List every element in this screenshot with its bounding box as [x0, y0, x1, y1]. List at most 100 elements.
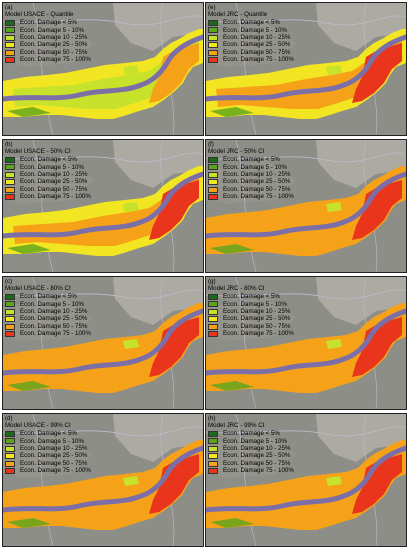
- legend-swatch: [5, 42, 15, 49]
- legend-item: Econ. Damage 75 - 100%: [5, 56, 91, 63]
- flood-zone-core: [149, 43, 199, 103]
- legend-swatch: [5, 438, 15, 445]
- map-panel: (h) Model JRC - 99% CI Econ. Damage < 5% Ec…: [205, 413, 407, 547]
- legend-item: Econ. Damage < 5%: [208, 156, 294, 163]
- legend-swatch: [5, 34, 15, 41]
- legend-item: Econ. Damage 75 - 100%: [5, 330, 91, 337]
- panel-title: Model JRC - 80% CI: [208, 285, 265, 293]
- legend-swatch: [5, 27, 15, 34]
- legend-item: Econ. Damage 25 - 50%: [5, 178, 91, 185]
- legend-label: Econ. Damage 75 - 100%: [223, 467, 294, 475]
- flood-damage-map: [206, 3, 406, 135]
- legend-item: Econ. Damage < 5%: [5, 156, 91, 163]
- legend-item: Econ. Damage 50 - 75%: [208, 460, 294, 467]
- flood-zone-patch: [326, 476, 342, 486]
- legend-label: Econ. Damage 25 - 50%: [223, 315, 291, 323]
- legend-item: Econ. Damage 25 - 50%: [208, 452, 294, 459]
- legend-swatch: [5, 308, 15, 315]
- legend-label: Econ. Damage 5 - 10%: [20, 437, 84, 445]
- legend: (f) Model JRC - 50% CI Econ. Damage < 5% Ec…: [208, 141, 294, 201]
- legend-swatch: [5, 157, 15, 163]
- legend-label: Econ. Damage 50 - 75%: [20, 185, 88, 193]
- terrain-patch: [206, 434, 296, 478]
- road: [32, 3, 54, 135]
- legend-item: Econ. Damage 25 - 50%: [5, 41, 91, 48]
- legend-item: Econ. Damage 10 - 25%: [208, 445, 294, 452]
- legend-item: Econ. Damage 5 - 10%: [208, 164, 294, 171]
- legend-item: Econ. Damage 25 - 50%: [208, 315, 294, 322]
- urban-area: [113, 277, 203, 325]
- legend-label: Econ. Damage 5 - 10%: [20, 300, 84, 308]
- legend-item: Econ. Damage 75 - 100%: [208, 56, 294, 63]
- legend-label: Econ. Damage 75 - 100%: [20, 330, 91, 338]
- road: [235, 277, 257, 409]
- urban-area: [113, 414, 203, 462]
- terrain-patch: [3, 23, 93, 67]
- legend-label: Econ. Damage < 5%: [223, 156, 280, 164]
- legend-item: Econ. Damage 50 - 75%: [5, 323, 91, 330]
- flood-damage-map: [3, 277, 203, 409]
- panel-title: Model USACE - 50% CI: [5, 148, 71, 156]
- legend-label: Econ. Damage 50 - 75%: [223, 322, 291, 330]
- legend-item: Econ. Damage 10 - 25%: [208, 308, 294, 315]
- river: [3, 34, 203, 102]
- flood-damage-map: [206, 414, 406, 546]
- legend-item: Econ. Damage 50 - 75%: [5, 460, 91, 467]
- legend-swatch: [5, 56, 15, 63]
- legend-swatch: [208, 308, 218, 315]
- map-panel: (f) Model JRC - 50% CI Econ. Damage < 5% Ec…: [205, 139, 407, 273]
- map-panel: (g) Model JRC - 80% CI Econ. Damage < 5% Ec…: [205, 276, 407, 410]
- legend: (a) Model USACE - Quantile Econ. Damage < …: [5, 4, 91, 64]
- panel-title: Model JRC - 50% CI: [208, 148, 265, 156]
- panel-label: (h): [208, 415, 216, 422]
- terrain-patch: [3, 434, 93, 478]
- legend-label: Econ. Damage < 5%: [20, 156, 77, 164]
- legend-item: Econ. Damage 75 - 100%: [5, 467, 91, 474]
- legend-swatch: [208, 323, 218, 330]
- flood-zone-core: [149, 454, 199, 514]
- legend-swatch: [5, 193, 15, 200]
- map-panel: (e) Model JRC - Quantile Econ. Damage < 5%…: [205, 2, 407, 136]
- flood-zone-patch: [123, 476, 139, 486]
- flood-damage-map: [3, 414, 203, 546]
- map-panel: (c) Model USACE - 80% CI Econ. Damage < 5%…: [2, 276, 204, 410]
- panel-label: (a): [5, 4, 13, 11]
- legend-swatch: [5, 171, 15, 178]
- panel-label: (d): [5, 415, 13, 422]
- flood-zone-edge: [7, 381, 51, 391]
- river: [3, 308, 203, 376]
- legend-item: Econ. Damage 10 - 25%: [5, 34, 91, 41]
- road: [235, 3, 257, 135]
- legend-swatch: [208, 467, 218, 474]
- river: [206, 171, 406, 239]
- legend-item: Econ. Damage 5 - 10%: [208, 27, 294, 34]
- legend-item: Econ. Damage 5 - 10%: [5, 164, 91, 171]
- legend-label: Econ. Damage 50 - 75%: [223, 48, 291, 56]
- legend-label: Econ. Damage 50 - 75%: [20, 48, 88, 56]
- legend-swatch: [208, 445, 218, 452]
- legend-item: Econ. Damage 10 - 25%: [208, 171, 294, 178]
- legend-item: Econ. Damage 5 - 10%: [208, 438, 294, 445]
- legend-swatch: [5, 164, 15, 171]
- legend-item: Econ. Damage 10 - 25%: [5, 445, 91, 452]
- urban-area: [316, 414, 406, 462]
- panel-title: Model JRC - 99% CI: [208, 422, 265, 430]
- legend-item: Econ. Damage < 5%: [208, 293, 294, 300]
- legend-label: Econ. Damage 10 - 25%: [20, 445, 88, 453]
- flood-damage-map: [3, 3, 203, 135]
- legend-swatch: [208, 27, 218, 34]
- legend-item: Econ. Damage < 5%: [208, 19, 294, 26]
- panel-title: Model USACE - 80% CI: [5, 285, 71, 293]
- legend-label: Econ. Damage 10 - 25%: [223, 171, 291, 179]
- legend-item: Econ. Damage 25 - 50%: [5, 315, 91, 322]
- legend-label: Econ. Damage < 5%: [223, 430, 280, 438]
- urban-area: [113, 3, 203, 51]
- legend-swatch: [5, 316, 15, 323]
- legend-item: Econ. Damage 25 - 50%: [5, 452, 91, 459]
- legend-swatch: [208, 157, 218, 163]
- legend-label: Econ. Damage 50 - 75%: [223, 185, 291, 193]
- legend-item: Econ. Damage 10 - 25%: [5, 171, 91, 178]
- legend-swatch: [208, 460, 218, 467]
- urban-area: [316, 277, 406, 325]
